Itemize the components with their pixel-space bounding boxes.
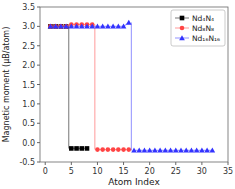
point — [189, 148, 195, 153]
point — [136, 148, 142, 153]
x-tick — [97, 162, 98, 165]
y-tick-label: 3.5 — [22, 3, 35, 12]
x-tick — [201, 162, 202, 165]
x-tick-label: 5 — [69, 167, 74, 176]
x-tick — [123, 162, 124, 165]
point — [111, 147, 116, 152]
y-tick — [37, 65, 40, 66]
series-line — [50, 24, 128, 149]
y-tick — [37, 45, 40, 46]
y-tick-label: 1.5 — [22, 81, 35, 90]
point — [142, 148, 148, 153]
point — [194, 148, 200, 153]
point — [116, 24, 122, 29]
x-tick — [228, 162, 229, 165]
point — [116, 147, 121, 152]
chart: 0 5 10 15 20 25 30 35 -0.5 0.0 0.5 1.0 1.5 2.0 2.5 3.0 3… — [0, 0, 235, 189]
point — [69, 24, 75, 29]
x-tick — [175, 162, 176, 165]
point — [173, 148, 179, 153]
legend-label: Nd₄N₄ — [192, 14, 214, 23]
y-tick-label: 2.5 — [22, 42, 35, 51]
point — [178, 148, 184, 153]
legend-frame — [171, 10, 225, 46]
point — [74, 24, 80, 29]
point — [110, 24, 116, 29]
point — [121, 24, 127, 29]
legend-marker — [180, 16, 185, 21]
y-tick-label: 2.0 — [22, 61, 35, 70]
y-tick — [37, 142, 40, 143]
point — [163, 148, 169, 153]
legend: Nd₄N₄Nd₈N₈Nd₁₆N₁₆ — [171, 10, 225, 46]
point — [147, 148, 153, 153]
y-tick-label: 0.5 — [22, 119, 35, 128]
point — [58, 24, 64, 29]
y-tick — [37, 84, 40, 85]
point — [199, 148, 205, 153]
point — [210, 148, 216, 153]
point — [69, 146, 74, 151]
point — [79, 146, 84, 151]
point — [95, 147, 100, 152]
point — [100, 24, 106, 29]
y-axis-label: Magnetic moment (μB/atom) — [2, 27, 11, 143]
point — [89, 24, 95, 29]
point — [95, 24, 101, 29]
x-tick-label: 10 — [92, 167, 102, 176]
y-tick — [37, 26, 40, 27]
plot-frame — [40, 7, 228, 162]
transition-line — [131, 23, 132, 151]
point — [84, 24, 90, 29]
y-tick — [37, 7, 40, 8]
point — [152, 148, 158, 153]
y-tick-label: -0.5 — [19, 158, 35, 167]
transition-line — [94, 24, 95, 149]
legend-label: Nd₈N₈ — [192, 24, 214, 33]
legend-marker — [179, 35, 185, 40]
x-tick — [71, 162, 72, 165]
y-tick — [37, 162, 40, 163]
y-tick-label: 0.0 — [22, 139, 35, 148]
point — [126, 147, 131, 152]
point — [105, 24, 111, 29]
point — [126, 20, 132, 25]
x-tick-label: 20 — [145, 167, 155, 176]
point — [168, 148, 174, 153]
y-tick — [37, 123, 40, 124]
point — [74, 146, 79, 151]
series-line — [50, 26, 87, 148]
point — [106, 147, 111, 152]
point — [183, 148, 189, 153]
x-tick-label: 25 — [171, 167, 181, 176]
y-tick-label: 1.0 — [22, 100, 35, 109]
point — [204, 148, 210, 153]
point — [131, 148, 137, 153]
legend-marker — [180, 26, 185, 31]
x-tick — [149, 162, 150, 165]
y-tick — [37, 103, 40, 104]
point — [63, 24, 69, 29]
point — [100, 147, 105, 152]
x-axis-label: Atom Index — [108, 177, 160, 187]
transition-line — [68, 26, 69, 148]
point — [157, 148, 163, 153]
y-tick-label: 3.0 — [22, 22, 35, 31]
point — [53, 24, 59, 29]
x-tick-label: 0 — [43, 167, 48, 176]
x-tick-label: 30 — [197, 167, 207, 176]
point — [48, 24, 54, 29]
point — [121, 147, 126, 152]
legend-label: Nd₁₆N₁₆ — [192, 34, 220, 43]
point — [79, 24, 85, 29]
x-tick-label: 35 — [223, 167, 233, 176]
point — [85, 146, 90, 151]
x-tick — [45, 162, 46, 165]
x-tick-label: 15 — [118, 167, 128, 176]
